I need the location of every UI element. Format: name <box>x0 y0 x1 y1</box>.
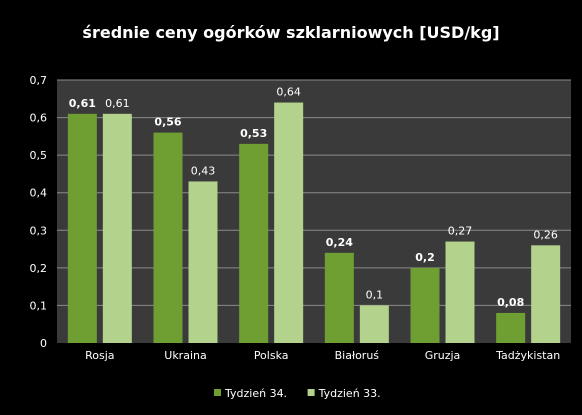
data-label: 0,27 <box>448 225 473 238</box>
bar <box>324 252 354 343</box>
data-label: 0,61 <box>69 97 96 110</box>
data-labels: 0,61 0,61 0,56 0,43 0,53 0,64 0,24 0,1 0,2 0,27 0,… <box>69 86 558 309</box>
bar <box>188 181 218 343</box>
data-label: 0,61 <box>105 97 130 110</box>
legend-swatch <box>214 389 221 396</box>
y-tick-label: 0,3 <box>30 224 48 237</box>
y-axis-ticks: 0 0,1 0,2 0,3 0,4 0,5 0,6 0,7 <box>30 74 48 350</box>
x-axis-categories: Rosja Ukraina Polska Białoruś Gruzja Tadżykis… <box>85 349 560 362</box>
y-tick-label: 0,7 <box>30 74 48 87</box>
bar <box>531 245 561 343</box>
data-label: 0,26 <box>533 228 558 241</box>
x-category-label: Rosja <box>85 349 114 362</box>
bars <box>67 102 561 344</box>
data-label: 0,1 <box>366 288 384 301</box>
bar <box>445 241 475 343</box>
bar <box>496 312 526 343</box>
data-label: 0,2 <box>415 251 435 264</box>
legend-entry: Tydzień 34. <box>224 387 287 400</box>
y-tick-label: 0,5 <box>30 149 48 162</box>
bar <box>153 132 183 343</box>
bar <box>359 305 389 343</box>
x-category-label: Gruzja <box>425 349 461 362</box>
data-label: 0,43 <box>191 164 216 177</box>
legend-entry: Tydzień 33. <box>318 387 381 400</box>
data-label: 0,08 <box>497 296 524 309</box>
data-label: 0,56 <box>154 116 181 129</box>
bar <box>274 102 304 344</box>
y-tick-label: 0,6 <box>30 112 48 125</box>
gridlines <box>57 79 571 306</box>
data-label: 0,53 <box>240 127 267 140</box>
y-tick-label: 0,4 <box>30 187 48 200</box>
y-tick-label: 0,2 <box>30 262 48 275</box>
data-label: 0,64 <box>276 86 301 99</box>
x-category-label: Białoruś <box>335 349 380 362</box>
bar <box>102 113 132 343</box>
x-category-label: Tadżykistan <box>495 349 560 362</box>
x-category-label: Ukraina <box>164 349 206 362</box>
chart-title: średnie ceny ogórków szklarniowych [USD/… <box>82 23 499 42</box>
x-category-label: Polska <box>254 349 289 362</box>
plot-area <box>57 80 571 343</box>
legend: Tydzień 34. Tydzień 33. <box>214 387 381 400</box>
data-label: 0,24 <box>326 236 353 249</box>
legend-swatch <box>307 389 315 396</box>
y-tick-label: 0,1 <box>30 299 48 312</box>
bar <box>239 143 269 343</box>
bar <box>410 267 440 343</box>
y-tick-label: 0 <box>40 337 47 350</box>
bar <box>67 113 97 343</box>
